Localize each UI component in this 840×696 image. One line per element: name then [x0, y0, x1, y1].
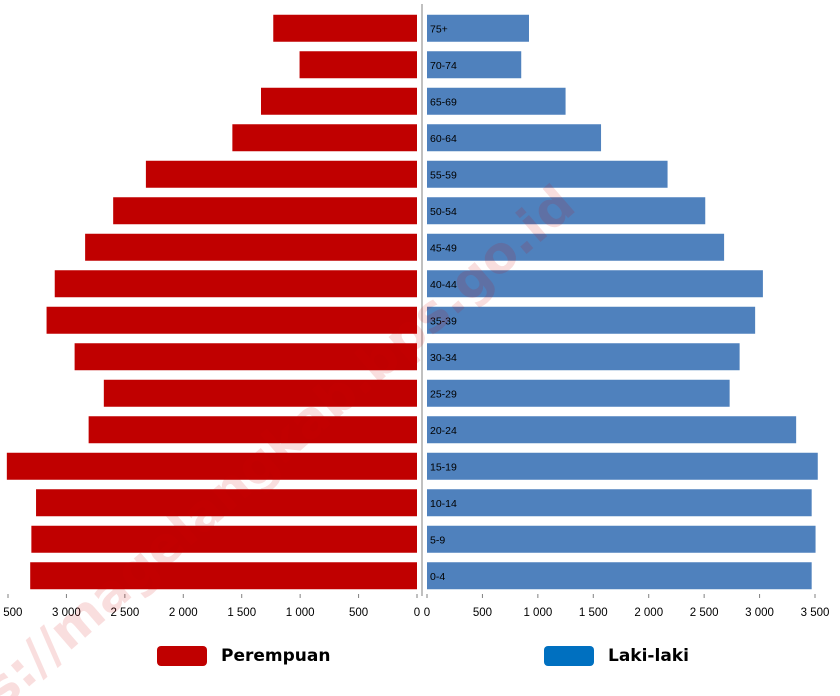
legend-swatch-perempuan: [157, 646, 207, 666]
age-label-55-59: 55-59: [430, 169, 457, 181]
bar-laki-laki-0-4: [427, 562, 812, 590]
x-tick-label-left-0: 0: [414, 607, 420, 619]
bar-perempuan-70-74: [299, 51, 417, 79]
bar-perempuan-35-39: [46, 306, 417, 334]
bar-laki-laki-60-64: [427, 124, 602, 152]
bar-perempuan-65-69: [260, 87, 417, 115]
age-label-25-29: 25-29: [430, 388, 457, 400]
age-label-45-49: 45-49: [430, 242, 457, 254]
bar-laki-laki-5-9: [427, 525, 816, 553]
x-tick-label-left-2500: 2 500: [110, 607, 139, 619]
age-label-65-69: 65-69: [430, 96, 457, 108]
age-label-5-9: 5-9: [430, 534, 445, 546]
x-tick-label-left-500: 500: [349, 607, 368, 619]
age-label-50-54: 50-54: [430, 206, 457, 218]
laki-laki-bars: [427, 14, 818, 590]
bar-laki-laki-65-69: [427, 87, 566, 115]
bar-laki-laki-15-19: [427, 452, 818, 480]
bar-laki-laki-75+: [427, 14, 529, 42]
x-axis-tick-labels: 3 500 3 000 2 500 2 000 1 500 1 000 500 00 500 1 …: [0, 607, 829, 619]
bar-laki-laki-70-74: [427, 51, 522, 79]
legend-item-laki-laki: Laki-laki: [544, 641, 689, 671]
x-tick-label-right-1500: 1 500: [579, 607, 608, 619]
x-tick-label-right-3500: 3 500: [801, 607, 830, 619]
bar-laki-laki-45-49: [427, 233, 725, 261]
bar-perempuan-55-59: [145, 160, 418, 188]
legend-item-perempuan: Perempuan: [157, 641, 330, 671]
x-tick-label-right-0: 0: [424, 607, 430, 619]
bar-laki-laki-50-54: [427, 197, 706, 225]
bar-perempuan-15-19: [6, 452, 418, 480]
x-axis-tick-marks: [7, 594, 816, 598]
bar-perempuan-40-44: [54, 270, 417, 298]
age-label-20-24: 20-24: [430, 425, 457, 437]
perempuan-bars: [6, 14, 418, 590]
bar-laki-laki-25-29: [427, 379, 730, 407]
bar-perempuan-5-9: [31, 525, 417, 553]
x-tick-label-right-2000: 2 000: [634, 607, 663, 619]
x-tick-label-right-1000: 1 000: [523, 607, 552, 619]
age-label-75+: 75+: [430, 23, 448, 35]
bar-perempuan-30-34: [74, 343, 417, 371]
bar-perempuan-10-14: [36, 489, 417, 517]
bar-laki-laki-35-39: [427, 306, 756, 334]
x-tick-label-left-2000: 2 000: [169, 607, 198, 619]
x-tick-label-left-3500: 3 500: [0, 607, 22, 619]
x-tick-label-left-1500: 1 500: [227, 607, 256, 619]
age-label-70-74: 70-74: [430, 60, 457, 72]
x-tick-label-right-500: 500: [473, 607, 492, 619]
bar-laki-laki-10-14: [427, 489, 812, 517]
legend-label-laki-laki: Laki-laki: [608, 646, 689, 666]
age-group-labels: 75+ 70-74 65-69 60-64 55-59 50-54 45-49 40-44 35…: [430, 23, 457, 583]
bar-perempuan-45-49: [85, 233, 417, 261]
bar-perempuan-0-4: [30, 562, 418, 590]
legend-label-perempuan: Perempuan: [221, 646, 331, 666]
x-tick-label-left-1000: 1 000: [286, 607, 315, 619]
bar-perempuan-20-24: [88, 416, 417, 444]
bar-perempuan-50-54: [113, 197, 418, 225]
bar-perempuan-75+: [273, 14, 417, 42]
age-label-35-39: 35-39: [430, 315, 457, 327]
x-tick-label-right-2500: 2 500: [690, 607, 719, 619]
bar-perempuan-25-29: [103, 379, 417, 407]
bar-laki-laki-55-59: [427, 160, 668, 188]
x-tick-label-left-3000: 3 000: [52, 607, 81, 619]
age-label-40-44: 40-44: [430, 279, 457, 291]
age-label-60-64: 60-64: [430, 133, 457, 145]
x-tick-label-right-3000: 3 000: [745, 607, 774, 619]
age-label-15-19: 15-19: [430, 461, 457, 473]
bar-laki-laki-40-44: [427, 270, 763, 298]
bar-perempuan-60-64: [232, 124, 417, 152]
age-label-10-14: 10-14: [430, 498, 457, 510]
age-label-30-34: 30-34: [430, 352, 457, 364]
bar-laki-laki-30-34: [427, 343, 740, 371]
age-label-0-4: 0-4: [430, 571, 445, 583]
bar-laki-laki-20-24: [427, 416, 797, 444]
legend-swatch-laki-laki: [544, 646, 594, 666]
